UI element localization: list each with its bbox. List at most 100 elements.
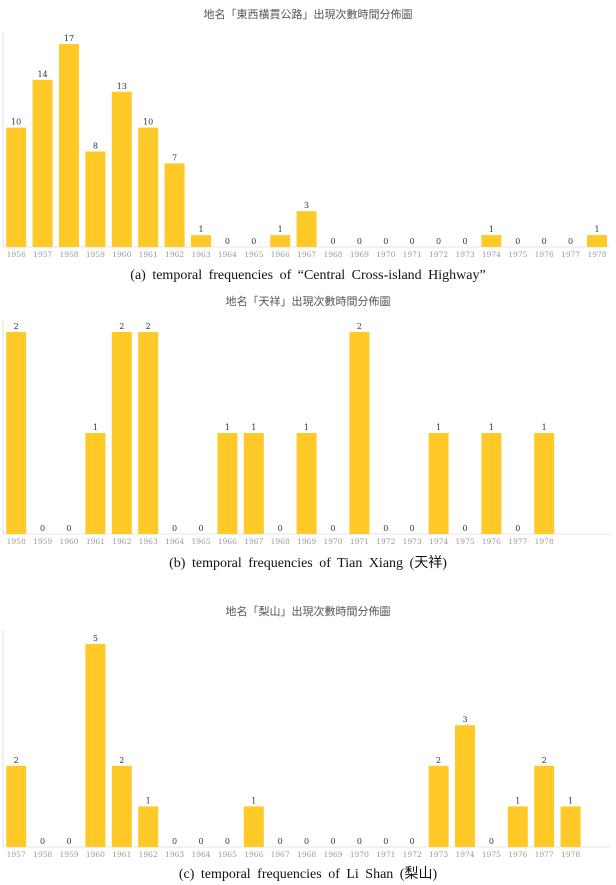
chart-a-tick-label-1973: 1973 [455, 250, 474, 259]
chart-c-tick-label-1977: 1977 [535, 850, 554, 859]
chart-a-tick-label-1970: 1970 [376, 250, 395, 259]
chart-a-tick-label-1956: 1956 [7, 250, 26, 259]
chart-b-tick-label-1962: 1962 [112, 537, 131, 546]
chart-b-value-label-1962: 2 [119, 322, 124, 331]
chart-c-tick-label-1959: 1959 [59, 850, 78, 859]
chart-b-tick-label-1959: 1959 [33, 537, 52, 546]
chart-b-value-label-1958: 2 [14, 322, 19, 331]
chart-c-title: 地名「梨山」出現次數時間分佈圖 [226, 604, 391, 618]
chart-c-value-label-1965: 0 [225, 837, 230, 846]
chart-c-tick-label-1970: 1970 [350, 850, 369, 859]
chart-c-bar-1962 [138, 806, 159, 847]
chart-c-value-label-1958: 0 [40, 837, 45, 846]
chart-a-tick-label-1960: 1960 [112, 250, 131, 259]
chart-c-bar-1960 [85, 644, 106, 847]
chart-b-value-label-1968: 0 [278, 524, 283, 533]
chart-c-bar-1973 [428, 765, 449, 847]
chart-c-tick-label-1968: 1968 [297, 850, 316, 859]
chart-c-tick-label-1962: 1962 [139, 850, 158, 859]
chart-a-tick-label-1972: 1972 [429, 250, 448, 259]
chart-b-tick-label-1966: 1966 [218, 537, 237, 546]
chart-c-tick-label-1958: 1958 [33, 850, 52, 859]
chart-b-value-label-1978: 1 [542, 423, 547, 432]
chart-c-bars: 2 1957 0 1958 0 1959 5 1960 2 1961 1 1962 0 1963 0 1964… [6, 634, 581, 859]
chart-c-caption: (c) temporal frequencies of Li Shan (梨山) [179, 866, 438, 882]
chart-b-bar-1978 [534, 433, 555, 534]
chart-panel-a: 地名「東西橫貫公路」出現次數時間分佈圖 10195614195717195881… [2, 7, 610, 283]
chart-a-tick-label-1971: 1971 [403, 250, 422, 259]
chart-c-tick-label-1961: 1961 [112, 850, 131, 859]
chart-b-tick-label-1969: 1969 [297, 537, 316, 546]
chart-a-value-label-1970: 0 [383, 237, 388, 246]
chart-a-value-label-1969: 0 [357, 237, 362, 246]
chart-c-tick-label-1971: 1971 [376, 850, 395, 859]
chart-a-tick-label-1962: 1962 [165, 250, 184, 259]
chart-c-value-label-1968: 0 [304, 837, 309, 846]
chart-b-tick-label-1972: 1972 [376, 537, 395, 546]
chart-c-tick-label-1973: 1973 [429, 850, 448, 859]
chart-b-bar-1967 [243, 433, 264, 534]
chart-a-value-label-1977: 0 [568, 237, 573, 246]
chart-b-value-label-1967: 1 [251, 423, 256, 432]
chart-b-tick-label-1976: 1976 [482, 537, 501, 546]
chart-c-value-label-1960: 5 [93, 634, 98, 643]
chart-c-value-label-1973: 2 [436, 756, 441, 765]
chart-a-value-label-1968: 0 [330, 237, 335, 246]
chart-c-value-label-1975: 0 [489, 837, 494, 846]
chart-b-tick-label-1975: 1975 [455, 537, 474, 546]
chart-c-value-label-1978: 1 [568, 796, 573, 805]
chart-a-value-label-1964: 0 [225, 237, 230, 246]
chart-c-bar-1957 [6, 765, 27, 847]
chart-a-bar-1978 [587, 235, 607, 247]
chart-a-value-label-1957: 14 [38, 70, 48, 79]
chart-b-bar-1958 [6, 332, 27, 534]
chart-c-bar-1977 [534, 765, 555, 847]
chart-b-bar-1976 [481, 433, 502, 534]
chart-b-value-label-1965: 0 [198, 524, 203, 533]
chart-a-caption: (a) temporal frequencies of “Central Cro… [130, 268, 485, 283]
chart-c-value-label-1966: 1 [251, 796, 256, 805]
chart-b-bar-1962 [111, 332, 132, 534]
chart-b-tick-label-1960: 1960 [59, 537, 78, 546]
chart-c-tick-label-1978: 1978 [561, 850, 580, 859]
chart-a-tick-label-1958: 1958 [59, 250, 78, 259]
chart-b-value-label-1966: 1 [225, 423, 230, 432]
chart-a-tick-label-1963: 1963 [191, 250, 210, 259]
chart-a-tick-label-1978: 1978 [587, 250, 606, 259]
chart-b-tick-label-1964: 1964 [165, 537, 184, 546]
chart-b-bar-1971 [349, 332, 370, 534]
chart-c-bar-1976 [507, 806, 528, 847]
chart-a-tick-label-1967: 1967 [297, 250, 316, 259]
chart-b-value-label-1970: 0 [330, 524, 335, 533]
chart-b-value-label-1961: 1 [93, 423, 98, 432]
chart-b-value-label-1973: 0 [410, 524, 415, 533]
chart-a-tick-label-1965: 1965 [244, 250, 263, 259]
chart-a-tick-label-1977: 1977 [561, 250, 580, 259]
chart-a-value-label-1971: 0 [410, 237, 415, 246]
chart-b-value-label-1974: 1 [436, 423, 441, 432]
chart-b-bar-1974 [428, 433, 449, 534]
chart-c-value-label-1976: 1 [515, 796, 520, 805]
chart-c-value-label-1957: 2 [14, 756, 19, 765]
chart-a-value-label-1965: 0 [251, 237, 256, 246]
chart-c-tick-label-1957: 1957 [7, 850, 26, 859]
chart-b-title: 地名「天祥」出現次數時間分佈圖 [226, 294, 391, 308]
chart-b-value-label-1977: 0 [515, 524, 520, 533]
chart-a-tick-label-1974: 1974 [482, 250, 501, 259]
chart-c-bar-1974 [455, 725, 475, 847]
chart-a-value-label-1963: 1 [198, 225, 203, 234]
chart-c-value-label-1970: 0 [357, 837, 362, 846]
chart-a-value-label-1956: 10 [11, 118, 21, 127]
chart-b-value-label-1963: 2 [146, 322, 151, 331]
chart-c-tick-label-1960: 1960 [86, 850, 105, 859]
chart-a-tick-label-1964: 1964 [218, 250, 237, 259]
chart-b-tick-label-1961: 1961 [86, 537, 105, 546]
chart-b-tick-label-1974: 1974 [429, 537, 448, 546]
chart-b-tick-label-1968: 1968 [271, 537, 290, 546]
chart-b-tick-label-1970: 1970 [323, 537, 342, 546]
chart-a-value-label-1974: 1 [489, 225, 494, 234]
chart-a-tick-label-1969: 1969 [350, 250, 369, 259]
chart-c-tick-label-1969: 1969 [323, 850, 342, 859]
chart-a-tick-label-1966: 1966 [271, 250, 290, 259]
chart-c-tick-label-1975: 1975 [482, 850, 501, 859]
